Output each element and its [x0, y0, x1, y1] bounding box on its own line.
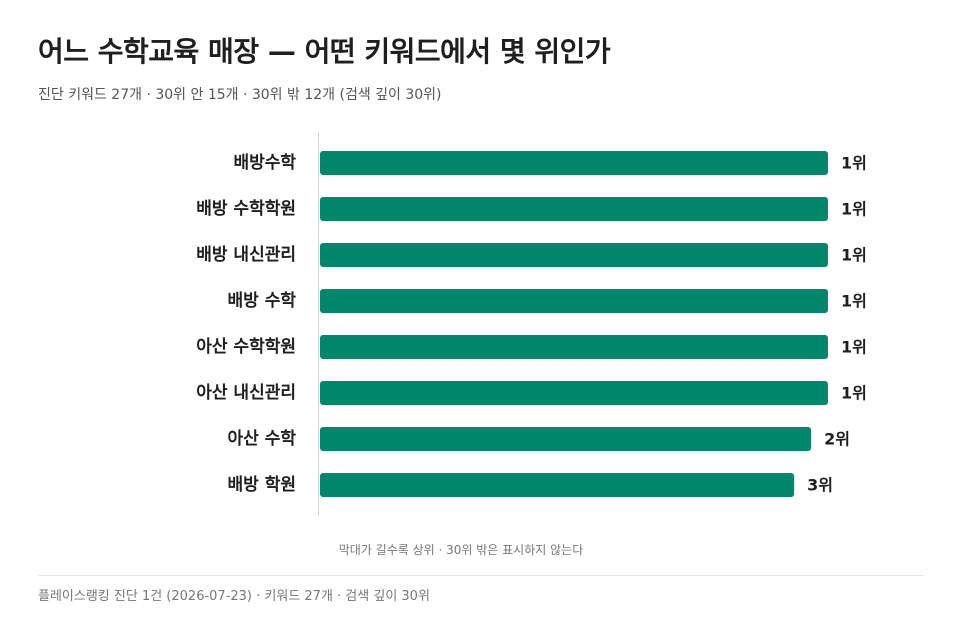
- bar-5: [320, 381, 828, 405]
- category-label-1: 배방 수학학원: [196, 199, 296, 219]
- category-label-6: 아산 수학: [228, 429, 297, 449]
- chart-note: 막대가 길수록 상위 · 30위 밖은 표시하지 않는다: [338, 543, 584, 557]
- category-label-5: 아산 내신관리: [196, 383, 296, 403]
- category-label-0: 배방수학: [233, 153, 296, 173]
- bar-6: [320, 427, 812, 451]
- category-label-4: 아산 수학학원: [196, 337, 296, 357]
- bar-0: [320, 151, 828, 175]
- value-label-1: 1위: [841, 200, 867, 219]
- bar-4: [320, 335, 828, 359]
- chart-title: 어느 수학교육 매장 — 어떤 키워드에서 몇 위인가: [38, 35, 611, 68]
- category-label-2: 배방 내신관리: [196, 245, 296, 265]
- category-label-3: 배방 수학: [228, 291, 297, 311]
- bar-1: [320, 197, 828, 221]
- footer-text: 플레이스랭킹 진단 1건 (2026-07-23) · 키워드 27개 · 검색…: [38, 589, 430, 604]
- chart-subtitle: 진단 키워드 27개 · 30위 안 15개 · 30위 밖 12개 (검색 깊…: [38, 87, 442, 103]
- value-label-6: 2위: [824, 430, 850, 449]
- bar-7: [320, 473, 795, 497]
- bar-2: [320, 243, 828, 267]
- footer-divider: [38, 575, 924, 576]
- value-label-5: 1위: [841, 384, 867, 403]
- category-label-7: 배방 학원: [228, 475, 296, 495]
- value-label-7: 3위: [807, 476, 833, 495]
- bar-3: [320, 289, 828, 313]
- value-label-4: 1위: [841, 338, 867, 357]
- value-label-3: 1위: [841, 292, 867, 311]
- value-label-0: 1위: [841, 154, 867, 173]
- value-label-2: 1위: [841, 246, 867, 265]
